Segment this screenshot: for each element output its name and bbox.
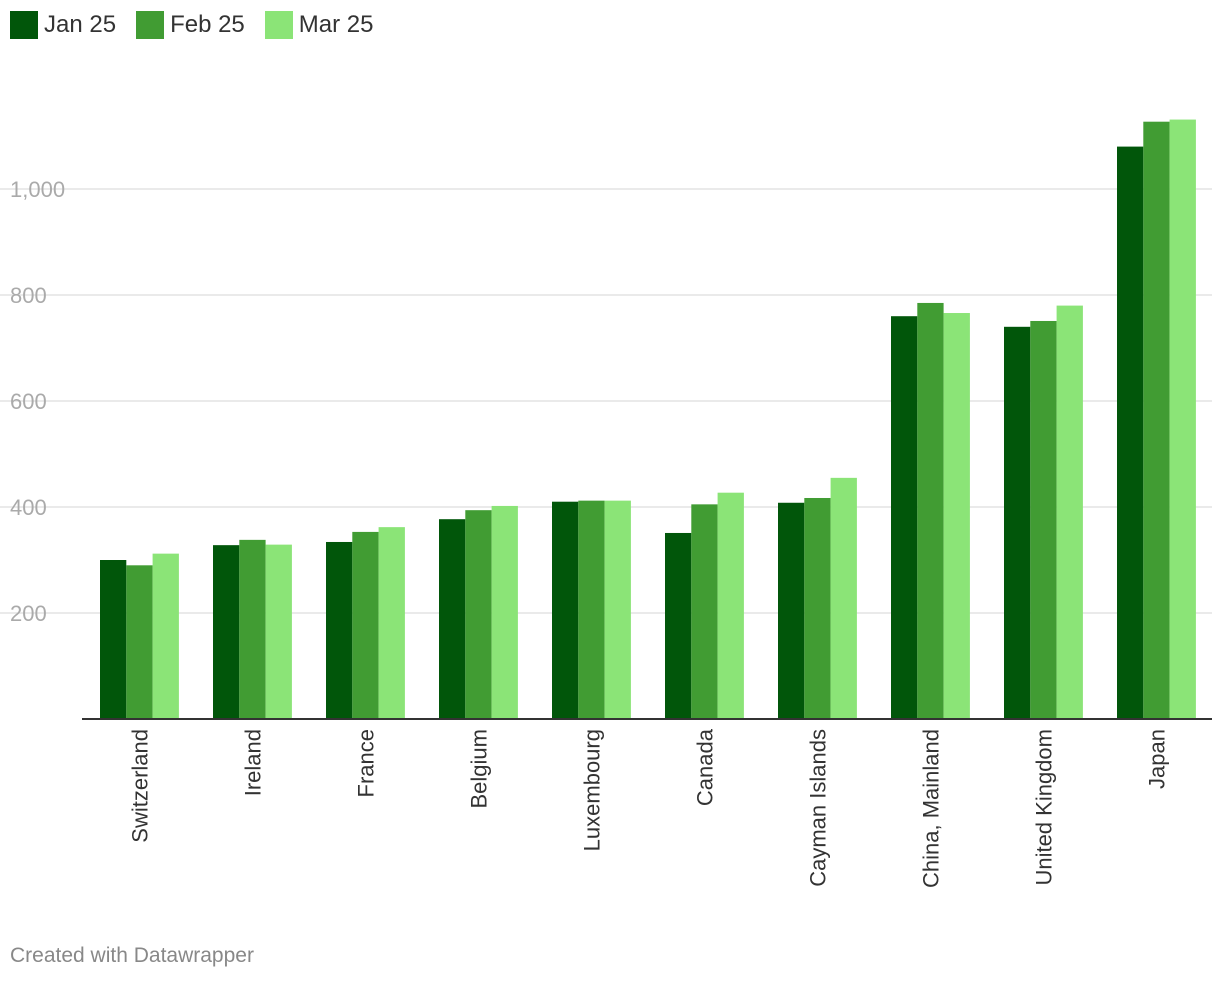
x-tick-label: Ireland bbox=[240, 729, 265, 796]
bar bbox=[352, 531, 379, 719]
y-tick-label: 800 bbox=[10, 283, 47, 308]
x-tick-label: China, Mainland bbox=[918, 729, 943, 888]
bar bbox=[491, 505, 518, 719]
bar bbox=[152, 553, 179, 719]
bar bbox=[665, 532, 692, 719]
bar bbox=[552, 501, 579, 719]
bar bbox=[604, 500, 631, 719]
legend-label: Mar 25 bbox=[298, 11, 374, 38]
bar bbox=[1117, 146, 1144, 720]
y-tick-label: 400 bbox=[10, 495, 47, 520]
y-tick-label: 600 bbox=[10, 389, 47, 414]
bar bbox=[465, 510, 492, 719]
y-tick-label: 200 bbox=[10, 601, 47, 626]
x-tick-label: Luxembourg bbox=[579, 729, 604, 851]
legend-item: Mar 25 bbox=[264, 11, 374, 39]
bar bbox=[213, 545, 240, 719]
bar bbox=[1143, 121, 1170, 719]
bar bbox=[265, 544, 292, 719]
x-tick-label: Japan bbox=[1144, 729, 1169, 789]
x-tick-label: Belgium bbox=[466, 729, 491, 808]
bar bbox=[378, 527, 405, 719]
bar bbox=[804, 497, 831, 719]
bar bbox=[717, 492, 744, 719]
legend-swatch bbox=[10, 11, 38, 39]
x-tick-label: Canada bbox=[692, 728, 717, 806]
bar bbox=[1169, 119, 1196, 719]
x-tick-label: France bbox=[353, 729, 378, 797]
bar bbox=[239, 539, 266, 719]
legend-item: Jan 25 bbox=[10, 11, 116, 39]
legend-label: Jan 25 bbox=[44, 11, 117, 38]
bar bbox=[126, 565, 153, 719]
bar bbox=[578, 500, 605, 719]
x-tick-label: Switzerland bbox=[127, 729, 152, 843]
bar bbox=[691, 504, 718, 719]
legend-swatch bbox=[136, 11, 165, 39]
bar bbox=[917, 302, 944, 719]
credit-footer: Created with Datawrapper bbox=[10, 944, 254, 967]
bar bbox=[439, 519, 466, 719]
bar bbox=[1004, 326, 1031, 719]
bar bbox=[778, 502, 805, 719]
bar bbox=[326, 541, 353, 719]
x-tick-label: United Kingdom bbox=[1031, 729, 1056, 886]
bar bbox=[100, 560, 127, 719]
bar bbox=[1056, 305, 1083, 719]
legend-label: Feb 25 bbox=[170, 11, 245, 38]
x-tick-label: Cayman Islands bbox=[805, 729, 830, 887]
legend-item: Feb 25 bbox=[136, 11, 245, 39]
bar bbox=[891, 316, 918, 719]
legend-swatch bbox=[264, 11, 293, 39]
bar bbox=[943, 313, 970, 719]
chart-legend: Jan 25 Feb 25 Mar 25 bbox=[10, 10, 393, 40]
y-tick-label: 1,000 bbox=[10, 177, 65, 202]
bar bbox=[1030, 320, 1057, 719]
bar bbox=[830, 477, 857, 719]
